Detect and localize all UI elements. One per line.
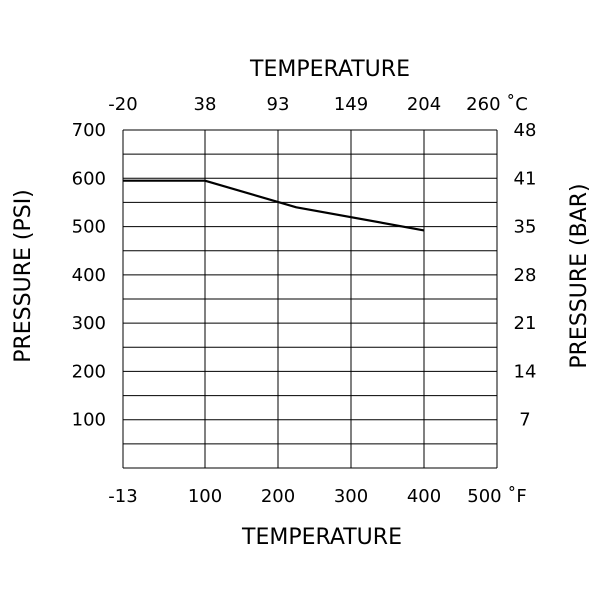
- right-y-tick-label: 28: [514, 265, 537, 286]
- left-y-tick-label: 300: [72, 313, 106, 334]
- left-y-tick-label: 700: [72, 120, 106, 141]
- tick-labels: -13 100 200 300 400 500 ˚F -20 38 93 149 204 260 ˚C…: [72, 94, 537, 507]
- top-x-tick-label: 93: [267, 94, 290, 115]
- bottom-x-tick-label: 100: [188, 486, 222, 507]
- right-y-tick-label: 41: [514, 168, 537, 189]
- bottom-x-tick-label: 400: [407, 486, 441, 507]
- left-y-tick-label: 500: [72, 217, 106, 238]
- top-x-tick-label: 38: [194, 94, 217, 115]
- left-y-tick-label: 200: [72, 361, 106, 382]
- right-y-tick-label: 48: [514, 120, 537, 141]
- right-y-tick-label: 21: [514, 313, 537, 334]
- top-x-tick-label: 204: [407, 94, 441, 115]
- top-x-tick-label: 149: [334, 94, 368, 115]
- series-line: [123, 179, 425, 232]
- bottom-x-tick-label: 200: [261, 486, 295, 507]
- bottom-x-tick-label: -13: [108, 486, 137, 507]
- bottom-x-tick-label: 500 ˚F: [467, 486, 526, 507]
- top-axis-title: TEMPERATURE: [249, 57, 410, 82]
- right-y-tick-label: 14: [514, 361, 537, 382]
- bottom-x-tick-label: 300: [334, 486, 368, 507]
- left-y-tick-label: 600: [72, 168, 106, 189]
- top-x-tick-label: 260 ˚C: [466, 94, 528, 115]
- grid: [122, 129, 498, 469]
- right-y-tick-label: 35: [514, 217, 537, 238]
- series-layer: [123, 179, 425, 232]
- left-y-tick-label: 100: [72, 410, 106, 431]
- left-axis-title: PRESSURE (PSI): [11, 189, 36, 363]
- right-axis-title: PRESSURE (BAR): [567, 183, 592, 368]
- bottom-axis-title: TEMPERATURE: [241, 525, 402, 550]
- right-y-tick-label: 7: [519, 410, 530, 431]
- top-x-tick-label: -20: [108, 94, 137, 115]
- left-y-tick-label: 400: [72, 265, 106, 286]
